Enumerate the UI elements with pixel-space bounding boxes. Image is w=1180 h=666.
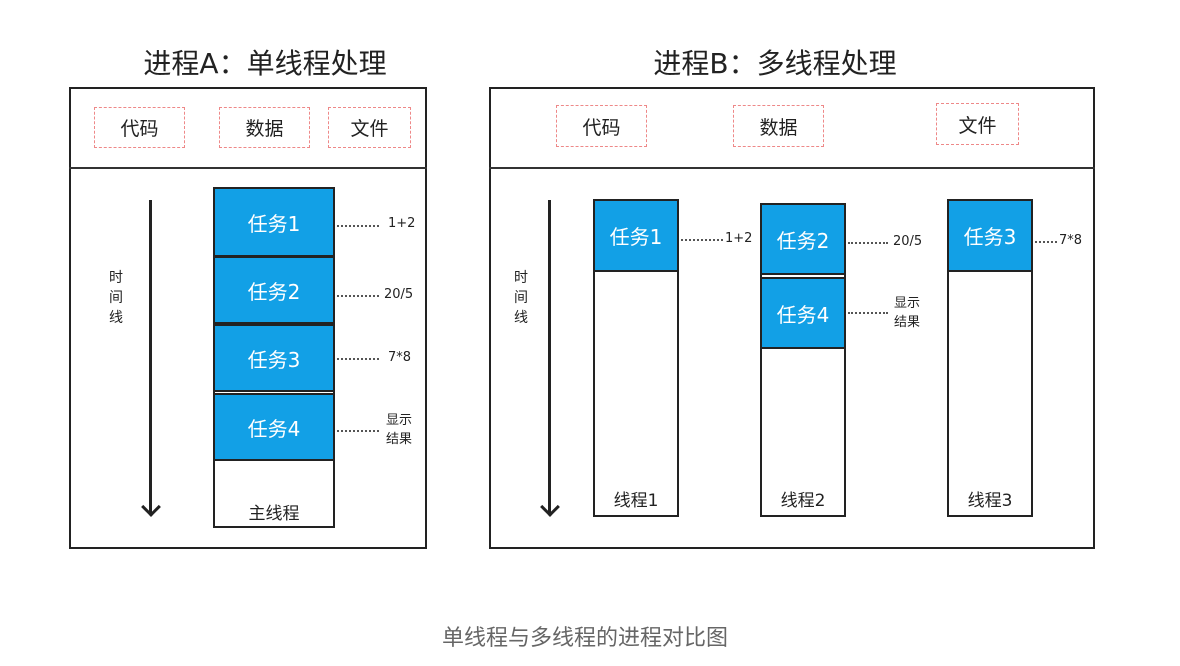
timeline-label: 时 间 线 [514,270,528,326]
dotted-connector [1035,241,1057,243]
process-a-box [69,87,427,549]
task-note: 20/5 [893,234,923,249]
thread-1-label: 线程1 [613,491,659,511]
main-thread: 任务1 任务2 任务3 任务4 [213,187,335,528]
dotted-connector [681,239,723,241]
process-b-title: 进程B：多线程处理 [653,47,897,80]
thread-1: 任务1 [593,199,679,517]
task-note: 1+2 [725,231,753,246]
segment-data: 数据 [733,105,824,147]
task-3: 任务3 [213,324,335,392]
task-1: 任务1 [213,187,335,257]
segment-file: 文件 [936,103,1019,145]
figure-caption: 单线程与多线程的进程对比图 [441,626,729,651]
dotted-connector [337,430,379,432]
process-b-box [489,87,1095,549]
divider [489,167,1095,169]
task-4: 任务4 [760,277,846,349]
task-1: 任务1 [593,199,679,272]
segment-file: 文件 [328,107,411,148]
thread-3: 任务3 [947,199,1033,517]
task-note: 显示 结果 [386,413,413,447]
dotted-connector [337,225,379,227]
task-note: 7*8 [388,350,412,365]
segment-data: 数据 [219,107,310,148]
thread-2: 任务2 任务4 [760,203,846,517]
task-note: 7*8 [1059,233,1083,248]
task-4: 任务4 [213,393,335,461]
dotted-connector [848,242,888,244]
thread-3-label: 线程3 [967,491,1013,511]
segment-code: 代码 [94,107,185,148]
timeline-arrow [149,200,152,514]
task-2: 任务2 [213,256,335,324]
main-thread-label: 主线程 [248,504,300,524]
task-note: 显示 结果 [894,296,921,330]
task-2: 任务2 [760,203,846,275]
dotted-connector [848,312,888,314]
process-a-title: 进程A：单线程处理 [143,47,387,80]
dotted-connector [337,295,379,297]
segment-code: 代码 [556,105,647,147]
task-note: 1+2 [388,216,416,231]
dotted-connector [337,358,379,360]
task-3: 任务3 [947,199,1033,272]
task-note: 20/5 [384,287,414,302]
thread-2-label: 线程2 [780,491,826,511]
divider [69,167,427,169]
timeline-arrow [548,200,551,514]
timeline-label: 时 间 线 [109,270,123,326]
